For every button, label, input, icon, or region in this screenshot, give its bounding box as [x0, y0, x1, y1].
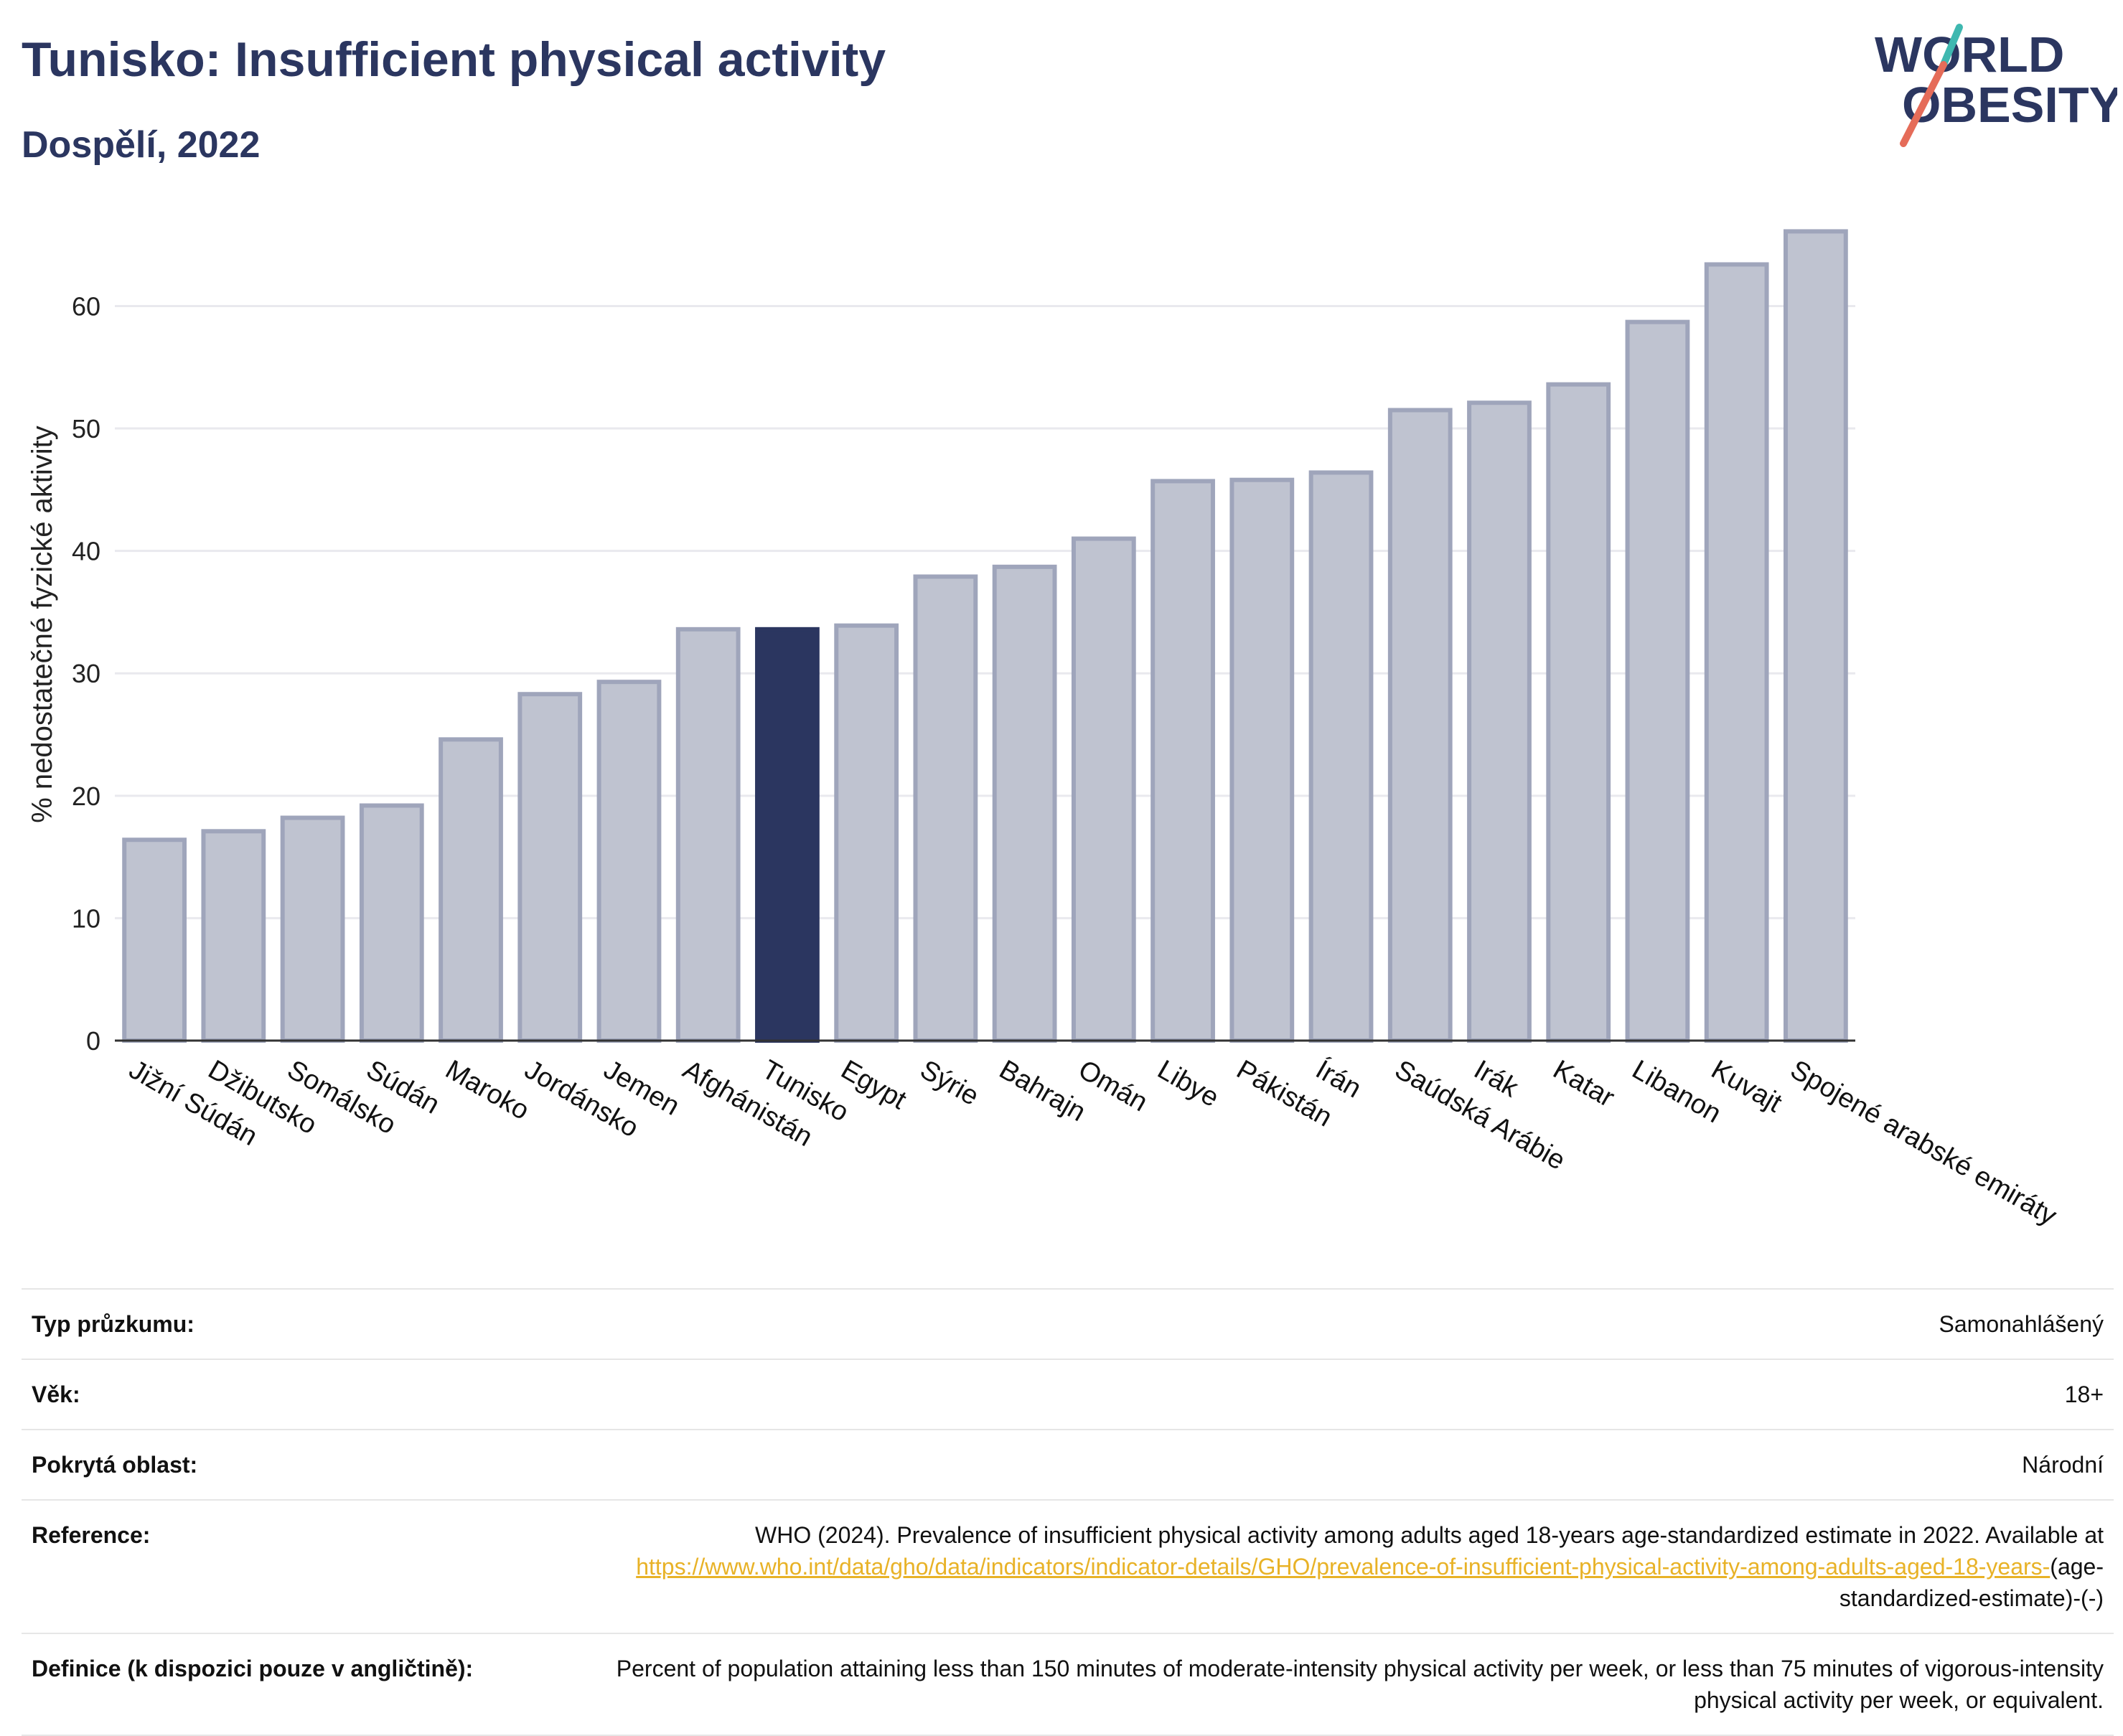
page-subtitle: Dospělí, 2022: [22, 124, 261, 166]
bar: [1784, 229, 1848, 1043]
bar: [1308, 470, 1374, 1043]
logo-word-world: WORLD: [1875, 27, 2064, 83]
survey-type-value: Samonahlášený: [558, 1288, 2114, 1359]
x-tick-label: Maroko: [441, 1054, 535, 1126]
bar: [992, 564, 1057, 1043]
bar: [1625, 319, 1690, 1043]
y-tick-label: 60: [72, 291, 100, 321]
bar-highlight: [755, 627, 820, 1043]
y-tick-label: 30: [72, 659, 100, 688]
x-tick-label: Libye: [1153, 1054, 1224, 1113]
age-value: 18+: [558, 1359, 2114, 1430]
info-row-reference: Reference: WHO (2024). Prevalence of ins…: [22, 1499, 2114, 1633]
logo-slash-teal: [1940, 24, 1963, 68]
x-tick-label: Katar: [1548, 1054, 1620, 1113]
bar: [834, 623, 899, 1043]
bar: [1229, 477, 1295, 1043]
y-tick-label: 10: [72, 904, 100, 933]
info-row-definition: Definice (k dispozici pouze v angličtině…: [22, 1633, 2114, 1736]
survey-type-label: Typ průzkumu:: [22, 1288, 558, 1359]
area-label: Pokrytá oblast:: [22, 1429, 558, 1500]
bar: [359, 803, 424, 1043]
y-tick-label: 40: [72, 537, 100, 566]
info-row-age: Věk: 18+: [22, 1359, 2114, 1430]
bar: [1704, 262, 1769, 1043]
reference-value: WHO (2024). Prevalence of insufficient p…: [558, 1499, 2114, 1633]
bar: [1150, 479, 1215, 1043]
bar: [1546, 382, 1611, 1043]
x-tick-label: Libanon: [1627, 1054, 1726, 1129]
logo-slash-coral: [1900, 61, 1947, 147]
info-row-area: Pokrytá oblast: Národní: [22, 1429, 2114, 1500]
age-label: Věk:: [22, 1359, 558, 1430]
page-title: Tunisko: Insufficient physical activity: [22, 32, 886, 87]
y-tick-label: 50: [72, 414, 100, 444]
bar: [675, 627, 741, 1043]
bar: [1467, 400, 1532, 1043]
area-value: Národní: [558, 1429, 2114, 1500]
y-tick-label: 20: [72, 782, 100, 811]
logo-word-obesity: OBESITY: [1902, 77, 2117, 133]
info-table: Typ průzkumu: Samonahlášený Věk: 18+ Pok…: [22, 1288, 2114, 1736]
bar: [280, 815, 345, 1043]
bar: [517, 692, 583, 1043]
bar: [1071, 536, 1136, 1043]
bar: [1387, 408, 1453, 1043]
bar: [596, 680, 662, 1043]
reference-suffix: (age-standardized-estimate)-(-): [1839, 1554, 2104, 1611]
reference-label: Reference:: [22, 1499, 558, 1633]
x-tick-label: Spojené arabské emiráty: [1785, 1054, 2061, 1231]
reference-link[interactable]: https://www.who.int/data/gho/data/indica…: [636, 1554, 2051, 1580]
info-row-survey-type: Typ průzkumu: Samonahlášený: [22, 1288, 2114, 1359]
bar: [439, 737, 503, 1043]
definition-value: Percent of population attaining less tha…: [558, 1633, 2114, 1736]
bar: [122, 837, 187, 1043]
y-axis-label: % nedostatečné fyzické aktivity: [27, 426, 58, 823]
definition-label: Definice (k dispozici pouze v angličtině…: [22, 1633, 558, 1736]
bar: [913, 574, 978, 1043]
bar: [201, 829, 266, 1043]
world-obesity-logo: WORLD OBESITY: [1875, 24, 2117, 147]
x-tick-label: Bahrajn: [994, 1054, 1090, 1127]
x-tick-label: Sýrie: [915, 1054, 984, 1112]
bar-chart: 0 10 20 30 40 50 60 % nedostatečné fyzické akti…: [27, 229, 2061, 1231]
reference-text: WHO (2024). Prevalence of insufficient p…: [755, 1522, 2104, 1548]
y-tick-label: 0: [86, 1026, 100, 1056]
